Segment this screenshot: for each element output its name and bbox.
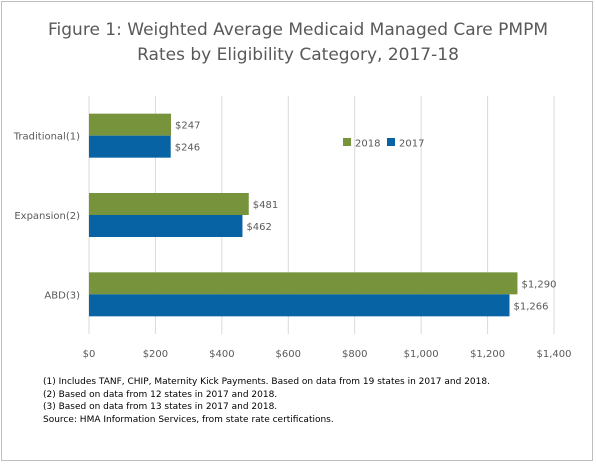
bar-2017-2 [89, 294, 510, 317]
chart-title-line-1: Figure 1: Weighted Average Medicaid Mana… [48, 20, 548, 40]
footnote-1: (1) Includes TANF, CHIP, Maternity Kick … [43, 377, 490, 387]
data-label-2018-0: $247 [175, 121, 200, 132]
bar-2018-0 [89, 113, 172, 136]
category-label-2: ABD(3) [44, 290, 80, 301]
data-label-2017-1: $462 [246, 222, 271, 233]
x-tick-label-2: $400 [209, 349, 234, 360]
category-label-1: Expansion(2) [14, 211, 80, 222]
legend-label-2018: 2018 [355, 139, 380, 150]
chart-title-line-2: Rates by Eligibility Category, 2017-18 [137, 45, 459, 65]
chart-title: Figure 1: Weighted Average Medicaid Mana… [0, 18, 596, 68]
data-label-2018-2: $1,290 [521, 279, 556, 290]
x-tick-label-6: $1,200 [470, 349, 505, 360]
bar-2018-1 [89, 193, 249, 215]
data-label-2017-2: $1,266 [513, 301, 548, 312]
legend-label-2017: 2017 [399, 139, 424, 150]
data-label-2017-0: $246 [175, 143, 200, 154]
legend-swatch-2017 [387, 138, 395, 146]
footnote-3: (3) Based on data from 13 states in 2017… [43, 402, 278, 412]
x-tick-label-7: $1,400 [537, 349, 572, 360]
bar-2018-2 [89, 272, 518, 295]
x-tick-label-0: $0 [83, 349, 96, 360]
bar-2017-0 [89, 135, 171, 158]
data-label-2018-1: $481 [253, 200, 278, 211]
x-tick-label-1: $200 [143, 349, 168, 360]
x-tick-label-4: $800 [342, 349, 367, 360]
footnote-source: Source: HMA Information Services, from s… [43, 414, 334, 425]
x-tick-label-5: $1,000 [404, 349, 439, 360]
footnote-2: (2) Based on data from 12 states in 2017… [43, 389, 278, 400]
category-label-0: Traditional(1) [13, 132, 80, 143]
legend-swatch-2018 [343, 138, 351, 146]
footnotes: (1) Includes TANF, CHIP, Maternity Kick … [43, 376, 490, 426]
x-tick-label-3: $600 [276, 349, 301, 360]
bar-2017-1 [89, 215, 243, 237]
